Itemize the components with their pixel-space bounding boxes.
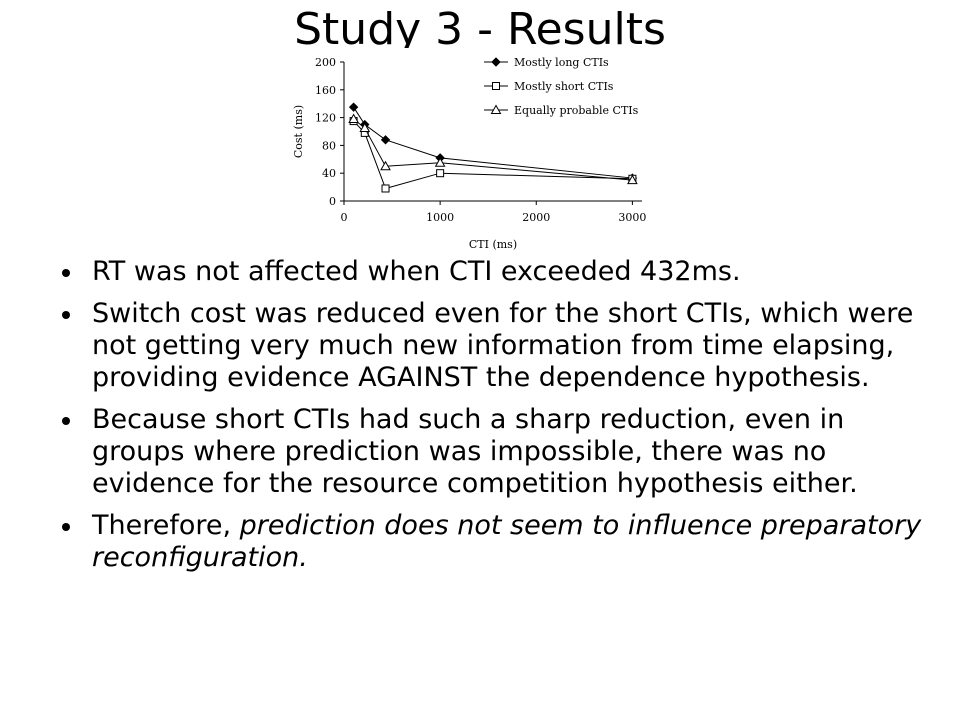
x-tick-label: 2000: [522, 211, 550, 224]
legend-label: Mostly short CTIs: [514, 80, 614, 93]
x-axis-label: CTI (ms): [469, 238, 517, 251]
y-tick-label: 120: [315, 112, 336, 125]
series-line-3: [353, 118, 633, 181]
bullet-item: Therefore, prediction does not seem to i…: [62, 510, 942, 574]
bullet-text: Because short CTIs had such a sharp redu…: [92, 404, 858, 499]
y-tick-label: 160: [315, 84, 336, 97]
y-tick-label: 80: [322, 139, 336, 152]
legend-marker: [490, 104, 502, 114]
series-3-point: [380, 160, 391, 171]
y-axis-label: Cost (ms): [292, 105, 305, 158]
series-2-point: [436, 169, 445, 178]
y-tick-label: 40: [322, 167, 336, 180]
cost-chart: 0 40 80 120 160 200 0 1000 2000 3000 CTI (ms) Cost …: [284, 50, 660, 256]
legend-marker: [492, 82, 500, 90]
bullet-dot-icon: [62, 269, 70, 277]
bullet-text: Switch cost was reduced even for the sho…: [92, 298, 914, 393]
legend-label: Equally probable CTIs: [514, 104, 639, 117]
bullet-item: RT was not affected when CTI exceeded 43…: [62, 256, 942, 288]
bullet-emphasis: prediction does not seem to influence pr…: [92, 510, 922, 573]
bullet-item: Because short CTIs had such a sharp redu…: [62, 404, 942, 500]
series-2-point: [381, 184, 390, 193]
bullet-dot-icon: [62, 417, 70, 425]
legend-marker: [491, 57, 501, 67]
x-tick-label: 0: [341, 211, 348, 224]
series-3-point: [627, 174, 638, 185]
x-tick-label: 1000: [426, 211, 454, 224]
series-1-point: [348, 102, 359, 112]
legend-label: Mostly long CTIs: [514, 56, 609, 69]
bullet-item: Switch cost was reduced even for the sho…: [62, 298, 942, 394]
bullet-text: RT was not affected when CTI exceeded 43…: [92, 256, 741, 287]
bullet-prefix: Therefore,: [92, 510, 240, 541]
series-3-point: [434, 157, 446, 167]
series-3-point: [359, 122, 371, 133]
slide-title: Study 3 - Results: [294, 4, 666, 48]
bullet-list: RT was not affected when CTI exceeded 43…: [62, 256, 942, 584]
x-tick-label: 3000: [618, 211, 646, 224]
series-1-point: [380, 135, 391, 145]
bullet-dot-icon: [62, 523, 70, 531]
y-tick-label: 200: [315, 56, 336, 69]
y-tick-label: 0: [329, 195, 336, 208]
bullet-dot-icon: [62, 311, 70, 319]
series-3-point: [348, 113, 359, 123]
series-line-2: [353, 120, 633, 190]
